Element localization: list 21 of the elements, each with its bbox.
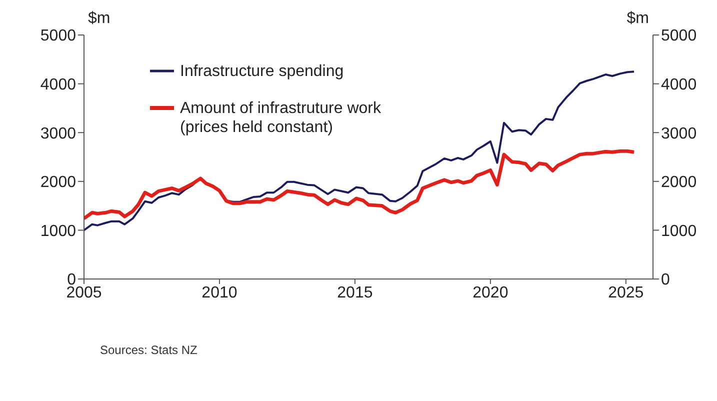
y2-tick-label: 2000 — [661, 174, 697, 192]
y2-tick-label: 1000 — [661, 222, 697, 240]
y2-axis-title: $m — [626, 10, 649, 27]
y-tick-label: 4000 — [40, 76, 76, 94]
y2-tick-label: 3000 — [661, 125, 697, 142]
x-tick-label: 2020 — [472, 284, 508, 302]
source-note: Sources: Stats NZ — [100, 343, 198, 357]
y2-tick-label: 5000 — [661, 28, 697, 45]
y-tick-label: 3000 — [40, 125, 76, 142]
x-tick-label: 2025 — [608, 284, 644, 302]
y-tick-label: 5000 — [40, 28, 76, 45]
line-series — [84, 149, 636, 220]
legend-label: Infrastructure spending — [180, 62, 345, 81]
x-tick-label: 2015 — [337, 284, 373, 302]
legend-label: Amount of infrastruture work (prices held constant) — [180, 99, 382, 137]
y-axis-title: $m — [88, 10, 110, 27]
y-tick-label: 1000 — [40, 222, 76, 240]
y-tick-label: 2000 — [40, 174, 76, 192]
x-tick-label: 2010 — [202, 284, 238, 302]
y2-tick-label: 0 — [661, 272, 670, 289]
y2-tick-label: 4000 — [661, 76, 697, 94]
